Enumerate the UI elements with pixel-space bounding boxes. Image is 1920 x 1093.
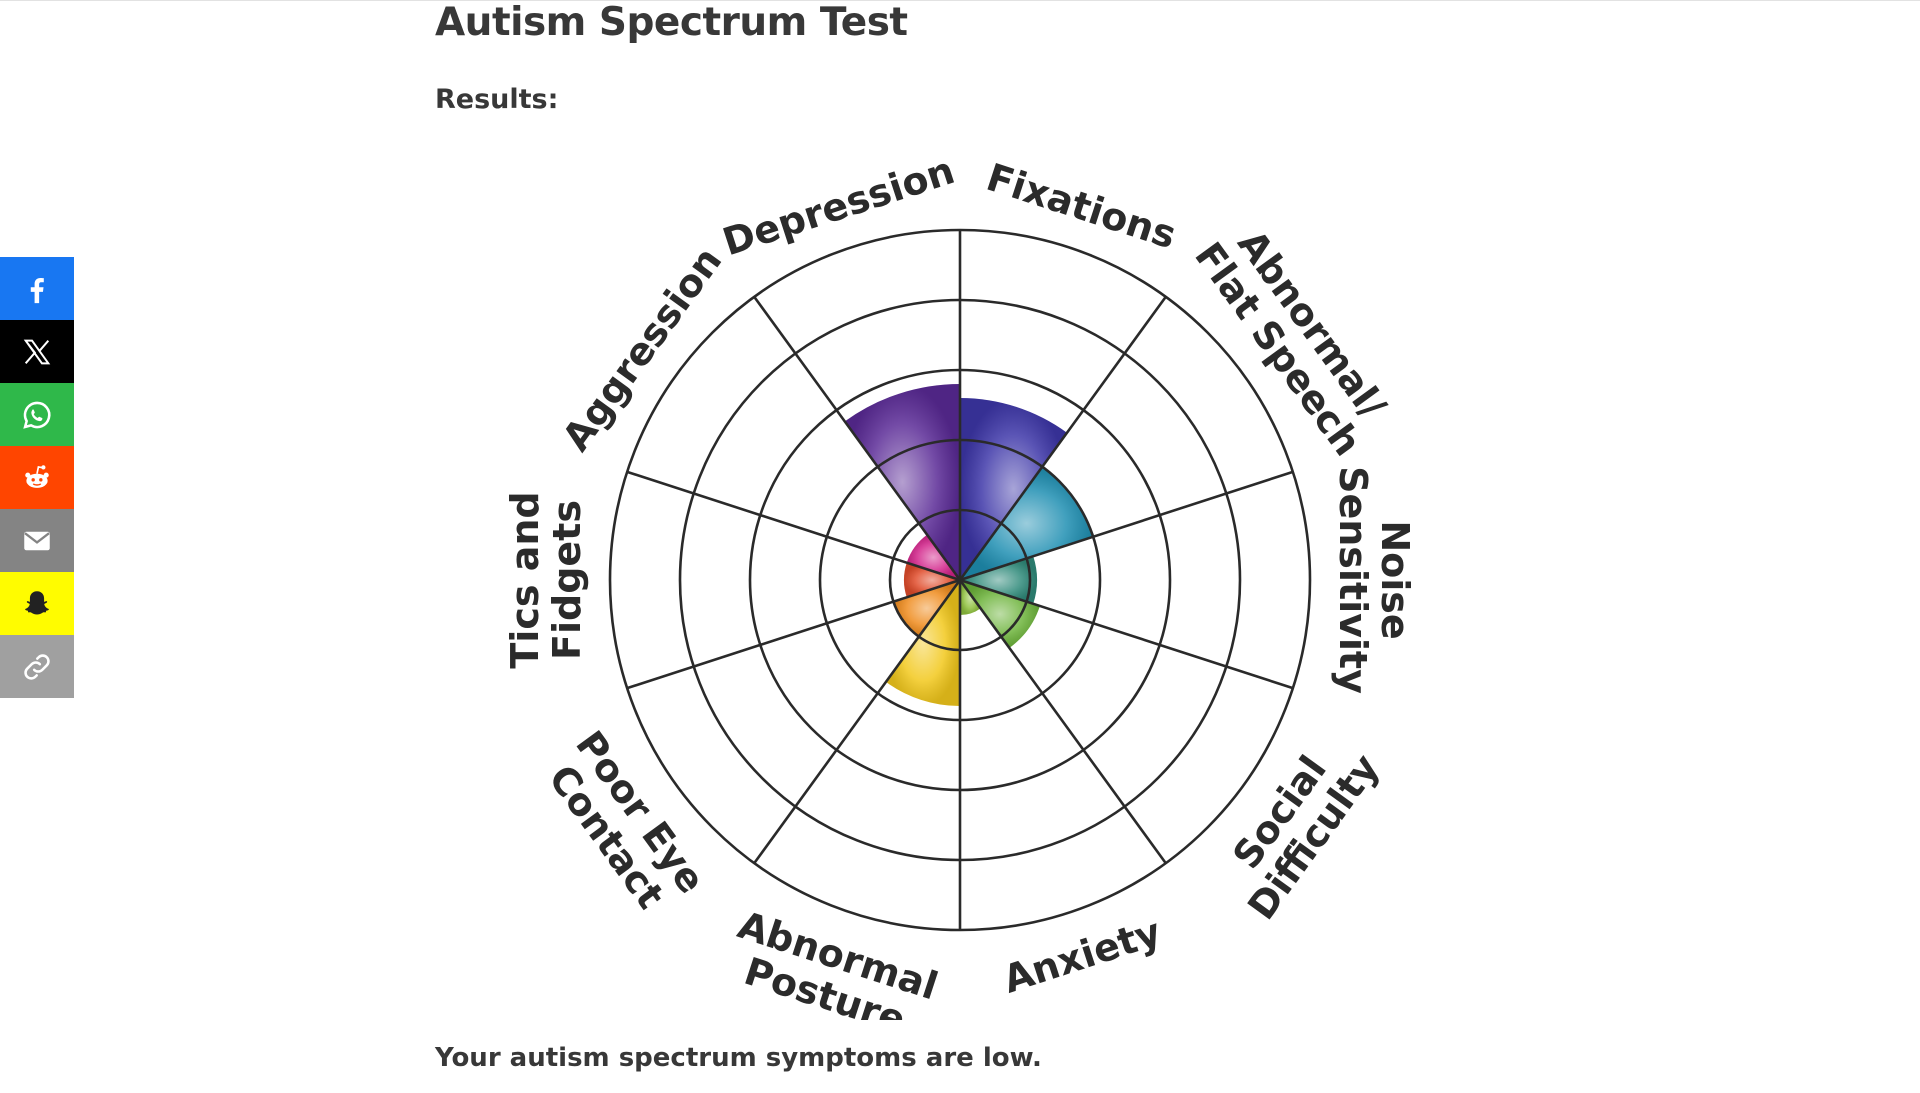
- facebook-icon: [30, 277, 44, 303]
- label-noise-sensitivity-line-1: Noise: [1373, 520, 1417, 639]
- label-tics-and-fidgets-line-2: Fidgets: [545, 500, 589, 660]
- wedge-shade-social-difficulty: [960, 580, 1040, 648]
- grid-spoke-9: [626, 470, 961, 582]
- grid-spoke-3: [959, 470, 1294, 582]
- grid-spoke-5: [958, 579, 1167, 864]
- share-bar: [0, 257, 74, 698]
- grid-spoke-4: [959, 578, 1294, 690]
- wedge-shade-noise-sensitivity: [960, 556, 1037, 604]
- label-depression-line-1: Depression: [717, 148, 959, 264]
- grid-spoke-2: [958, 296, 1167, 581]
- label-fixations-line-1: Fixations: [981, 155, 1181, 257]
- whatsapp-share-button[interactable]: [0, 383, 74, 446]
- facebook-share-button[interactable]: [0, 257, 74, 320]
- wedge-shade-abnormal-flat-speech: [960, 466, 1094, 580]
- page-title: Autism Spectrum Test: [435, 0, 908, 45]
- label-depression: Depression: [717, 148, 959, 264]
- whatsapp-icon: [23, 401, 51, 429]
- copy-link-button[interactable]: [0, 635, 74, 698]
- snapchat-icon: [25, 590, 49, 614]
- grid-spoke-7: [753, 579, 962, 864]
- grid-spoke-8: [626, 578, 961, 690]
- wedge-shade-tics-and-fidgets: [904, 562, 960, 598]
- wedge-shade-poor-eye-contact: [893, 580, 960, 637]
- email-share-button[interactable]: [0, 509, 74, 572]
- wedge-shade-aggression: [906, 534, 960, 580]
- label-aggression: Aggression: [554, 239, 731, 459]
- label-noise-sensitivity-line-2: Sensitivity: [1331, 466, 1375, 694]
- wedge-shade-depression: [844, 384, 960, 580]
- label-fixations: Fixations: [981, 155, 1181, 257]
- x-icon: [23, 339, 51, 364]
- wedge-shade-abnormal-posture: [885, 580, 960, 706]
- label-tics-and-fidgets-line-1: Tics and: [503, 491, 547, 668]
- label-aggression-line-1: Aggression: [554, 239, 731, 459]
- grid-spoke-10: [753, 296, 962, 581]
- reddit-icon: [25, 464, 49, 488]
- result-summary: Your autism spectrum symptoms are low.: [435, 1043, 1042, 1073]
- x-share-button[interactable]: [0, 320, 74, 383]
- email-icon: [24, 531, 50, 550]
- snapchat-share-button[interactable]: [0, 572, 74, 635]
- reddit-share-button[interactable]: [0, 446, 74, 509]
- top-divider: [0, 0, 1920, 1]
- link-icon: [24, 653, 50, 680]
- results-heading: Results:: [435, 84, 559, 115]
- chart-grid: [608, 228, 1312, 932]
- chart-wedges: [844, 384, 1094, 706]
